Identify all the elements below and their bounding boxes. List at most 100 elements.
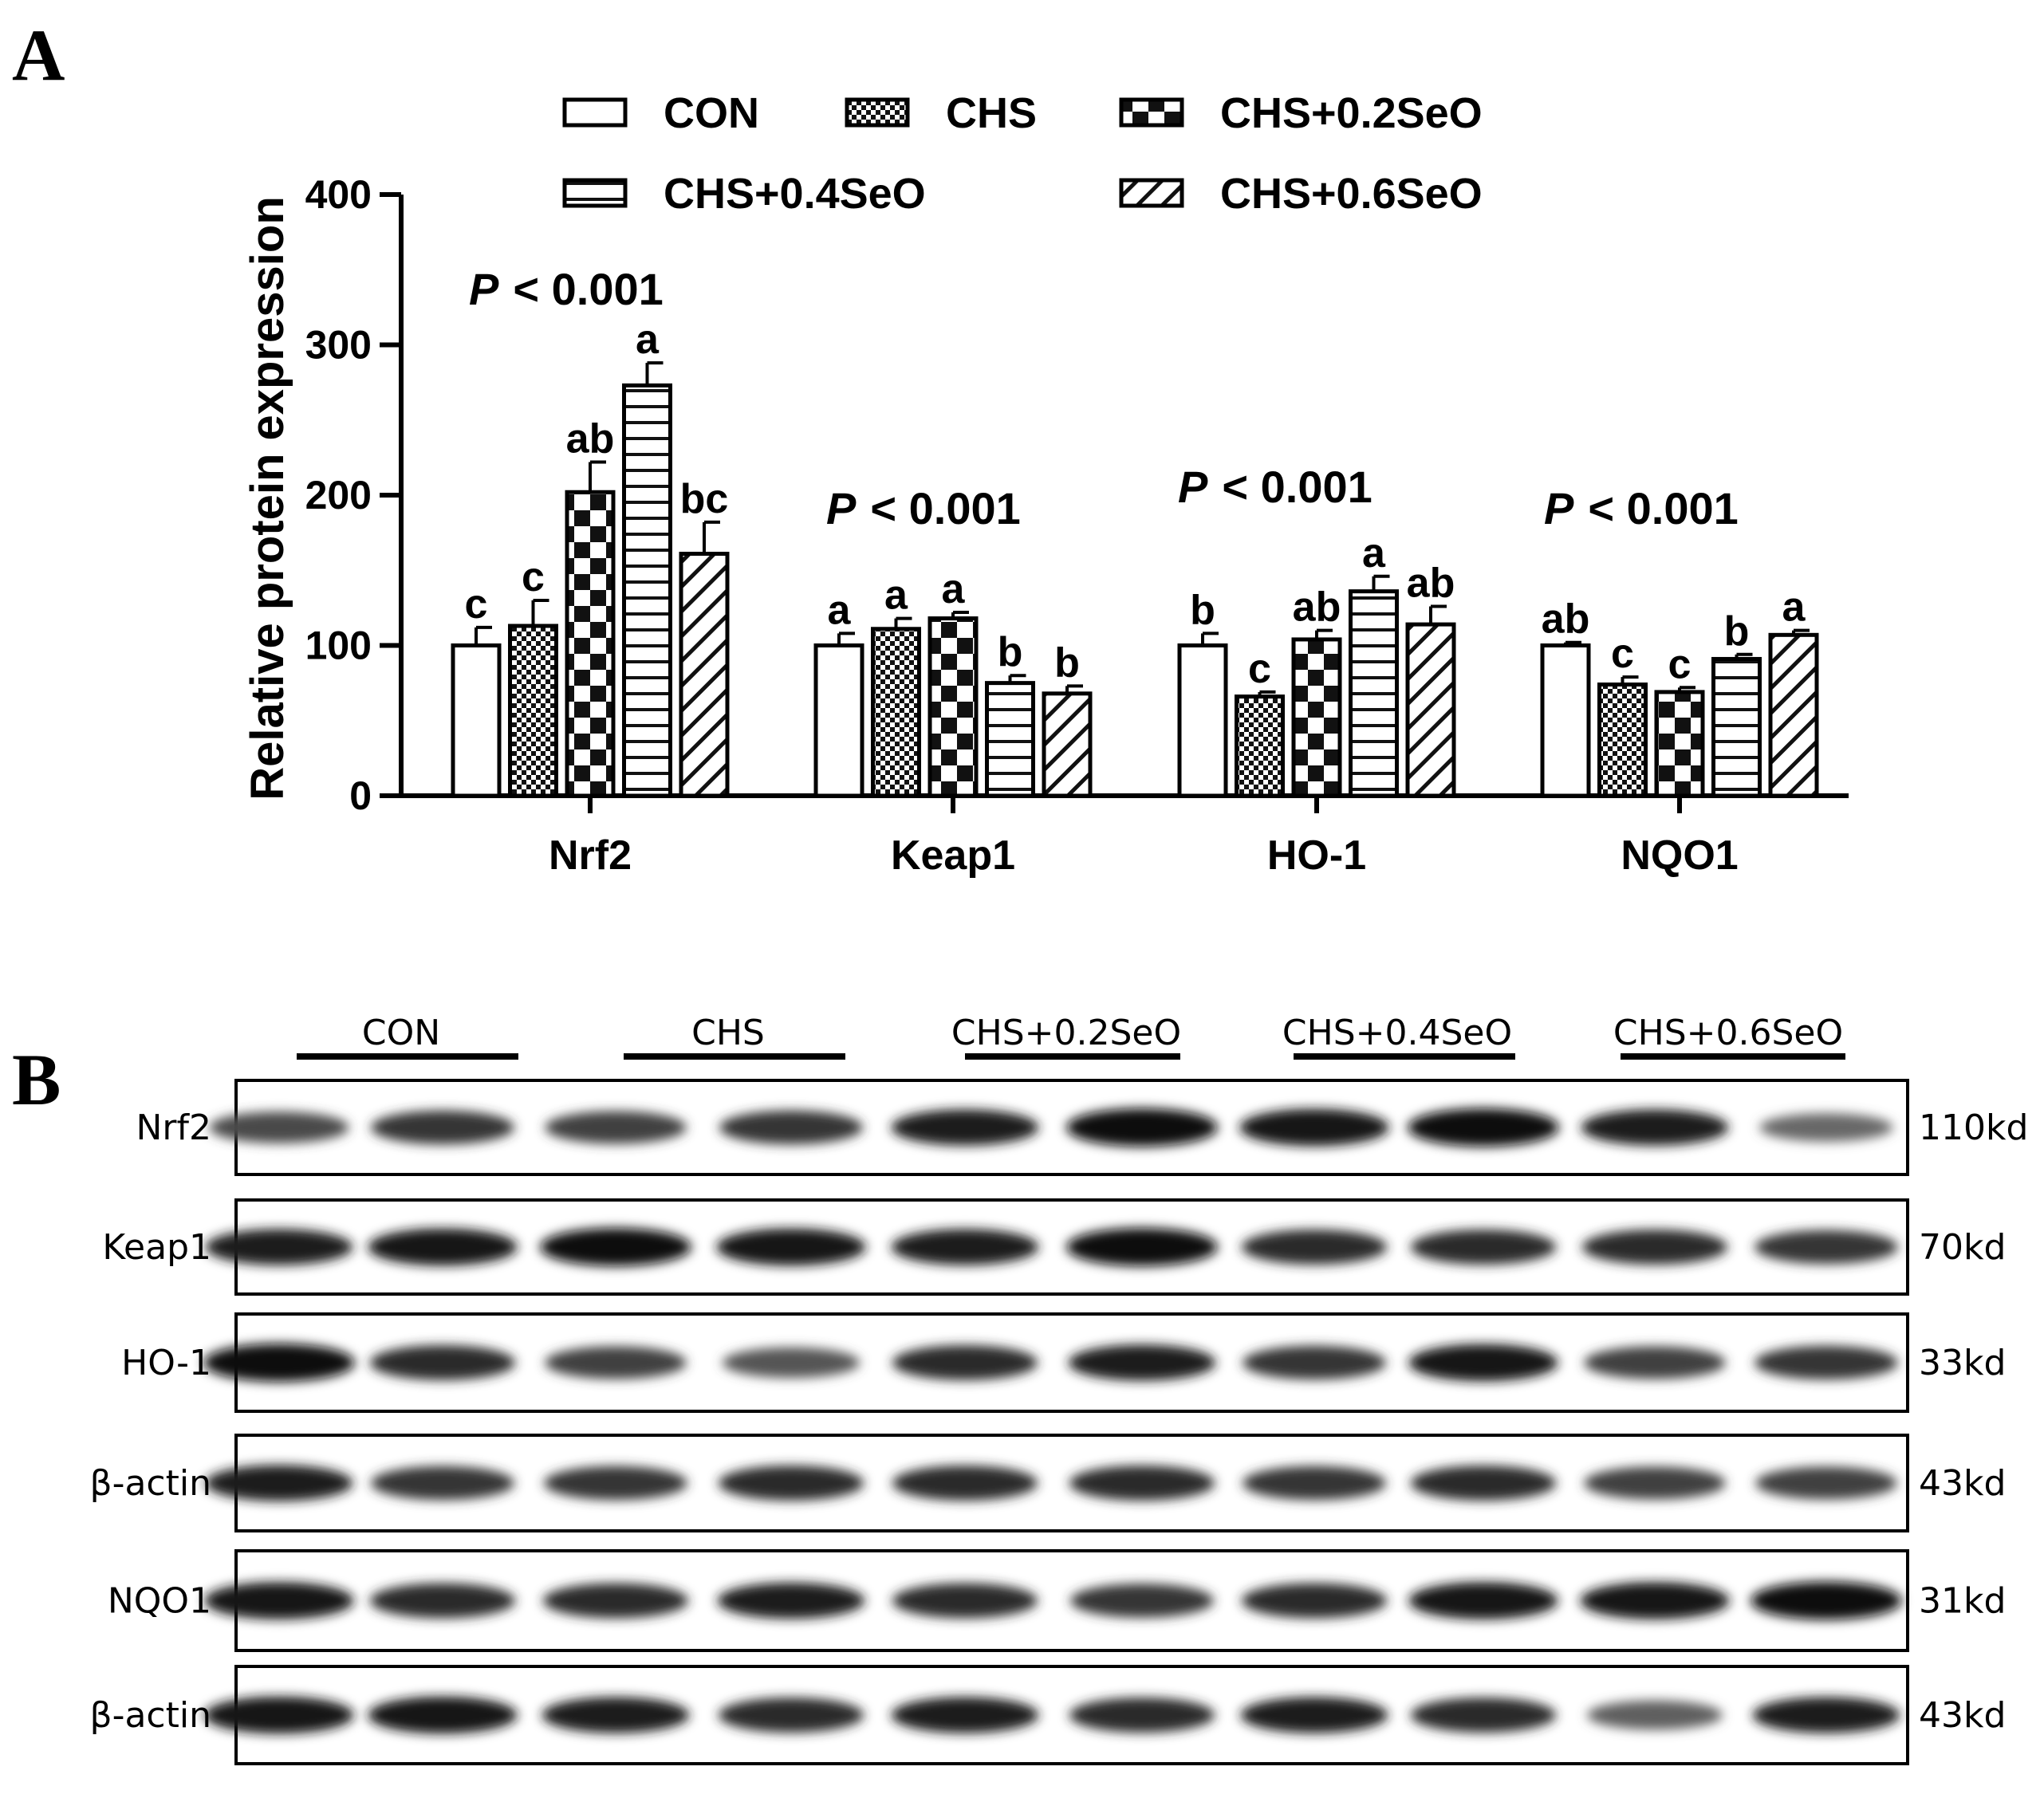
blot-band (1759, 1113, 1893, 1142)
bar-nqo1-con (1540, 643, 1591, 798)
panel-b-label: B (12, 1039, 61, 1120)
blot-row-keap1: Keap1 70kd (102, 1198, 2006, 1296)
blot-band (204, 1582, 354, 1619)
p-value-text: < 0.001 (1222, 462, 1372, 512)
blot-band (1410, 1465, 1557, 1501)
y-tick-label: 200 (305, 473, 372, 517)
bar-keap1-chs-0-6seo (1042, 691, 1093, 798)
bar-nqo1-chs (1597, 683, 1648, 798)
significance-letter: b (1054, 639, 1080, 686)
blot-kd-label: 43kd (1919, 1695, 2006, 1736)
blot-band (1239, 1108, 1389, 1147)
blot-band (1752, 1697, 1900, 1733)
blot-band (1066, 1228, 1218, 1266)
blot-band (718, 1698, 864, 1733)
blot-band (1069, 1698, 1215, 1733)
p-value-symbol: P (1178, 462, 1208, 512)
blot-band (1243, 1345, 1386, 1380)
blot-row-nrf2: Nrf2 110kd (136, 1079, 2028, 1176)
blot-band (542, 1583, 689, 1619)
p-value-nqo1: P < 0.001 (1544, 483, 1739, 533)
blot-band (1241, 1583, 1388, 1619)
blot-band (371, 1465, 514, 1501)
blot-band (1755, 1345, 1898, 1380)
blot-band (540, 1228, 691, 1266)
significance-letter: a (942, 566, 966, 612)
blot-band (371, 1110, 514, 1145)
blot-band (203, 1344, 355, 1382)
significance-letter: ab (1293, 584, 1341, 631)
blot-group-label-chs-0-6seo: CHS+0.6SeO (1613, 1013, 1843, 1053)
p-value-ho-1: P < 0.001 (1178, 462, 1373, 512)
legend-swatch-chs-0-6seo (1119, 178, 1184, 208)
bar-nqo1-chs-0-4seo (1711, 656, 1762, 798)
blot-band (1581, 1229, 1728, 1265)
blot-band (1755, 1229, 1898, 1265)
blot-band (369, 1345, 516, 1380)
bar-nrf2-chs-0-4seo (622, 383, 672, 798)
bar-ho-1-chs-0-4seo (1349, 589, 1399, 798)
blot-group-label-chs: CHS (691, 1013, 765, 1053)
significance-letter: a (884, 572, 908, 619)
legend-swatch-chs-0-2seo (1119, 97, 1184, 128)
blot-band (209, 1111, 349, 1143)
significance-letter: c (1668, 641, 1692, 687)
blot-group-label-chs-0-2seo: CHS+0.2SeO (951, 1013, 1181, 1053)
bar-nrf2-chs-0-6seo (679, 552, 730, 798)
panel-a-label: A (12, 14, 65, 96)
significance-letter: b (1190, 587, 1215, 633)
p-value-annotations: P < 0.001 P < 0.001 P < 0.001 P < 0.001 (469, 264, 1739, 533)
blot-kd-label: 43kd (1919, 1463, 2006, 1504)
bar-ho-1-chs-0-6seo (1405, 622, 1456, 798)
p-value-keap1: P < 0.001 (826, 483, 1021, 533)
p-value-symbol: P (469, 264, 499, 314)
blot-band (1408, 1582, 1558, 1619)
p-value-text: < 0.001 (513, 264, 663, 314)
blot-band (891, 1109, 1039, 1146)
significance-letter: ab (1542, 596, 1590, 643)
blot-band (1755, 1466, 1897, 1500)
category-label-keap1: Keap1 (891, 832, 1015, 879)
blot-row-actin: β-actin 43kd (90, 1665, 2006, 1765)
blot-band (1069, 1465, 1215, 1501)
blot-band (369, 1583, 516, 1619)
y-ticks: 0 100 200 300 400 (305, 172, 401, 818)
blot-band (1410, 1229, 1557, 1265)
blot-band (1580, 1582, 1730, 1619)
blot-band (892, 1465, 1038, 1501)
significance-letter: a (828, 587, 852, 633)
blot-band (1408, 1108, 1559, 1147)
blot-row-actin: β-actin 43kd (90, 1434, 2006, 1532)
legend-label-chs-0-2seo: CHS+0.2SeO (1220, 89, 1483, 137)
p-value-symbol: P (826, 483, 857, 533)
blot-group-label-con: CON (362, 1013, 440, 1053)
bar-nqo1-chs-0-6seo (1768, 632, 1819, 798)
blot-band (205, 1465, 353, 1501)
blot-row-nqo1: NQO1 31kd (108, 1549, 2006, 1652)
blot-band (1070, 1584, 1214, 1618)
bar-nrf2-chs (508, 624, 558, 798)
significance-letter: ab (1407, 560, 1455, 606)
bar-keap1-chs (871, 627, 921, 798)
blot-row-label: Keap1 (102, 1227, 211, 1268)
blot-band (542, 1697, 690, 1733)
blot-band (717, 1582, 865, 1619)
blot-group-label-chs-0-4seo: CHS+0.4SeO (1282, 1013, 1512, 1053)
blot-band (719, 1110, 863, 1145)
p-value-text: < 0.001 (870, 483, 1020, 533)
legend-label-con: CON (664, 89, 759, 137)
legend-swatch-con (562, 97, 628, 128)
significance-letter: a (1782, 584, 1806, 631)
blot-band (544, 1465, 687, 1501)
p-value-symbol: P (1544, 483, 1574, 533)
significance-letter: b (1724, 608, 1750, 655)
blot-band (1584, 1466, 1726, 1500)
blot-band (1066, 1108, 1218, 1147)
category-labels: Nrf2 Keap1 HO-1 NQO1 (549, 796, 1739, 879)
bar-keap1-con (813, 643, 864, 798)
significance-letter: bc (680, 476, 729, 522)
bar-keap1-chs-0-4seo (985, 681, 1035, 798)
blot-row-label: Nrf2 (136, 1107, 212, 1148)
blot-row-label: NQO1 (108, 1581, 211, 1622)
